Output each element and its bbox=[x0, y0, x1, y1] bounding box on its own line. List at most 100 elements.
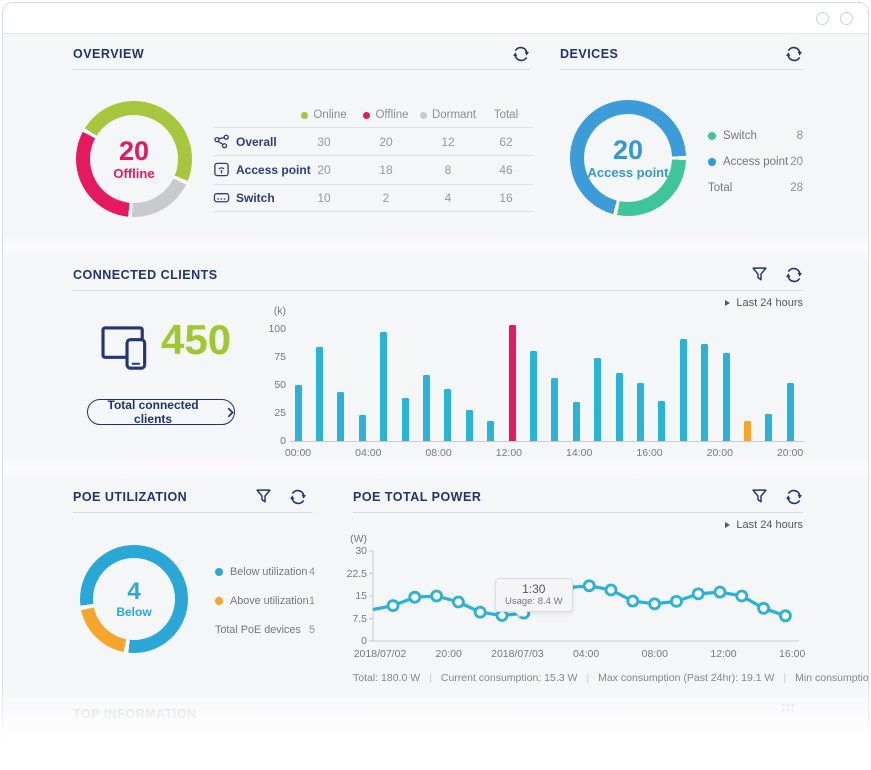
cell-value: 8 bbox=[444, 162, 452, 177]
client-bar bbox=[358, 415, 366, 441]
devices-donut-label: Access point bbox=[587, 165, 669, 181]
tooltip-usage: Usage: 8.4 W bbox=[505, 596, 563, 607]
client-bar bbox=[487, 421, 495, 441]
refresh-icon[interactable] bbox=[289, 488, 307, 506]
poe-utilization-title: POE UTILIZATION bbox=[73, 490, 188, 504]
client-bar bbox=[465, 410, 473, 441]
column-header-online: Online bbox=[293, 109, 355, 121]
x-axis-tick: 08:00 bbox=[641, 648, 668, 660]
client-bar bbox=[786, 383, 794, 441]
client-bar bbox=[337, 392, 345, 441]
client-bar bbox=[315, 347, 323, 441]
access-point-icon bbox=[213, 161, 230, 178]
divider bbox=[353, 512, 803, 513]
total-connected-clients-button[interactable]: Total connected clients bbox=[87, 398, 235, 426]
poe-total-power-title: POE TOTAL POWER bbox=[353, 490, 482, 504]
x-axis-tick: 16:00 bbox=[636, 447, 663, 459]
y-axis-tick: 7.5 bbox=[352, 612, 367, 625]
poe-utilization-donut-chart: 4 Below bbox=[80, 545, 188, 653]
filter-icon[interactable] bbox=[751, 266, 769, 284]
connected-clients-title: CONNECTED CLIENTS bbox=[73, 268, 218, 282]
devices-title: DEVICES bbox=[560, 47, 619, 61]
devices-legend: Switch 8 Access point 20 Total 28 bbox=[708, 123, 803, 201]
donut-hole bbox=[90, 115, 178, 203]
x-axis-tick: 12:00 bbox=[710, 648, 737, 660]
stat-separator: | bbox=[783, 672, 787, 684]
devices-donut-value: 20 bbox=[612, 134, 644, 165]
client-bar bbox=[765, 414, 773, 441]
power-stat: Max consumption (Past 24hr): 19.1 W bbox=[598, 672, 775, 684]
legend-item-below-utilization: Below utilization 4 bbox=[215, 558, 315, 587]
dormant-dot-icon bbox=[419, 111, 427, 119]
column-header-total: Total bbox=[493, 109, 519, 121]
stat-separator: | bbox=[429, 672, 432, 684]
x-axis-tick: 20:00 bbox=[435, 648, 462, 660]
chart-tooltip: 1:30 Usage: 8.4 W bbox=[495, 578, 573, 617]
poe-power-line-chart bbox=[369, 550, 799, 642]
below-utilization-dot-icon bbox=[215, 568, 223, 577]
time-range-selector[interactable]: Last 24 hours bbox=[725, 519, 803, 531]
cell-value: 20 bbox=[317, 162, 331, 177]
filter-icon[interactable] bbox=[751, 488, 769, 506]
client-bar bbox=[594, 358, 602, 441]
more-options-icon[interactable]: ••• ••• bbox=[781, 701, 796, 715]
cell-value: 2 bbox=[382, 190, 390, 205]
refresh-icon[interactable] bbox=[785, 45, 803, 63]
refresh-icon[interactable] bbox=[512, 45, 530, 63]
client-bar bbox=[401, 398, 409, 441]
overview-donut-chart: 20 Offline bbox=[76, 101, 192, 217]
x-axis-tick: 20:00 bbox=[706, 447, 733, 459]
power-stat: Current consumption: 15.3 W bbox=[440, 672, 578, 684]
y-axis-tick: 0 bbox=[280, 435, 286, 447]
client-bar bbox=[658, 401, 666, 441]
x-axis-tick: 14:00 bbox=[566, 447, 593, 459]
cell-value: 30 bbox=[317, 134, 331, 149]
client-bar bbox=[722, 353, 730, 441]
legend-item-switch: Switch 8 bbox=[708, 123, 803, 149]
power-stat: Min consumption (Past 24hr): 1.3 W bbox=[795, 672, 869, 684]
divider bbox=[73, 69, 530, 70]
divider bbox=[560, 69, 803, 70]
client-bar bbox=[615, 373, 623, 441]
online-dot-icon bbox=[301, 111, 309, 119]
poe-donut-value: 4 bbox=[127, 577, 141, 605]
total-clients-value: 450 bbox=[161, 316, 232, 363]
access-point-dot-icon bbox=[708, 158, 716, 166]
cell-value: 18 bbox=[379, 162, 393, 177]
x-axis-tick: 20:00 bbox=[776, 447, 804, 459]
cell-value: 12 bbox=[441, 134, 455, 149]
y-axis-tick: 75 bbox=[274, 351, 286, 363]
x-axis-tick: 04:00 bbox=[355, 447, 382, 459]
poe-donut-label: Below bbox=[116, 605, 152, 620]
power-stats-footer: Total: 180.0 W | Current consumption: 15.3… bbox=[353, 672, 869, 684]
x-axis-tick: 16:00 bbox=[779, 648, 806, 660]
switch-dot-icon bbox=[708, 132, 716, 140]
divider bbox=[73, 290, 803, 291]
window-control-icon[interactable] bbox=[816, 12, 829, 25]
y-axis-tick: 50 bbox=[274, 379, 286, 391]
overview-donut-value: 20 bbox=[118, 135, 150, 166]
x-axis-tick: 2018/07/03 bbox=[491, 648, 544, 660]
clients-bar-chart bbox=[290, 317, 804, 442]
y-axis-tick: 25 bbox=[274, 407, 286, 419]
client-bar bbox=[444, 389, 452, 441]
table-row-access-point: Access point 20 18 8 46 bbox=[213, 155, 533, 183]
table-row-overall: Overall 30 20 12 62 bbox=[213, 127, 533, 155]
poe-total-power-panel: POE TOTAL POWER Last 24 hours (W) 30 22.5 1… bbox=[347, 488, 868, 700]
legend-item-total: Total 28 bbox=[708, 182, 803, 194]
refresh-icon[interactable] bbox=[785, 266, 803, 284]
poe-legend: Below utilization 4 Above utilization 1 To… bbox=[215, 558, 315, 644]
y-axis-tick: 0 bbox=[361, 635, 367, 647]
x-axis-tick: 2018/07/02 bbox=[353, 648, 407, 660]
overview-panel: OVERVIEW 20 Offline Online Offline Dorma… bbox=[73, 45, 533, 235]
client-bar bbox=[551, 378, 559, 441]
legend-item-access-point: Access point 20 bbox=[708, 149, 803, 175]
time-range-label: Last 24 hours bbox=[736, 297, 803, 309]
window-control-icon[interactable] bbox=[840, 12, 853, 25]
cell-value: 10 bbox=[317, 190, 331, 205]
refresh-icon[interactable] bbox=[785, 488, 803, 506]
time-range-selector[interactable]: Last 24 hours bbox=[725, 297, 803, 309]
y-axis-tick: 15 bbox=[355, 590, 367, 602]
filter-icon[interactable] bbox=[255, 488, 273, 506]
